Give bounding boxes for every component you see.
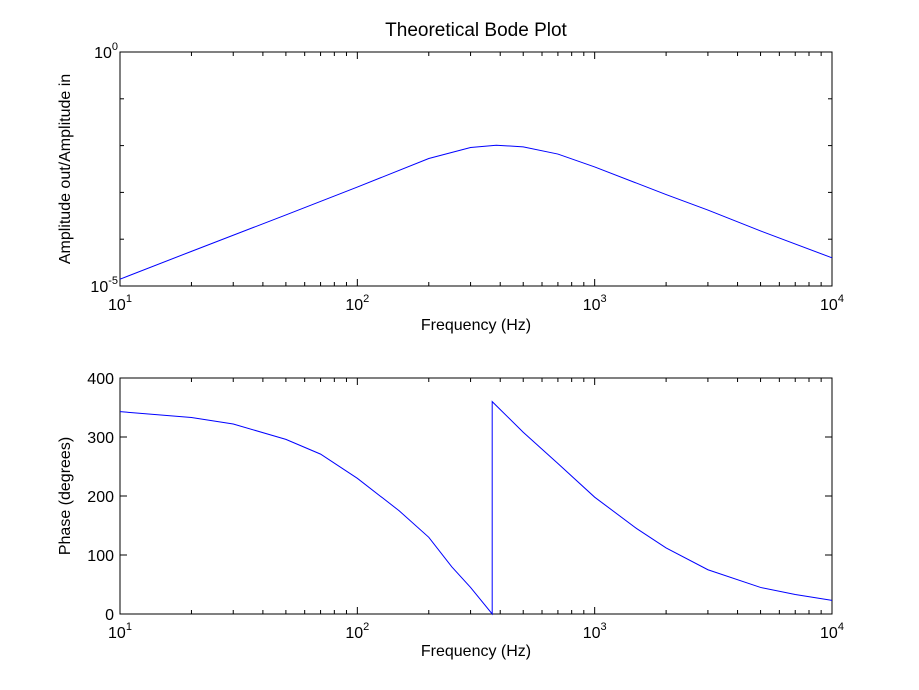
y-tick-exponent: -5 xyxy=(108,275,118,287)
x-tick-exponent: 1 xyxy=(126,293,132,305)
x-tick-exponent: 2 xyxy=(363,293,369,305)
y-tick-label: 100 xyxy=(94,41,118,62)
phase-y-axis-label: Phase (degrees) xyxy=(57,437,74,555)
x-tick-label: 103 xyxy=(583,621,607,642)
y-tick-label: 100 xyxy=(87,548,114,565)
x-tick-label: 102 xyxy=(345,621,369,642)
phase-series-line xyxy=(119,400,833,616)
y-tick-exponent: 0 xyxy=(112,41,118,53)
y-tick-label: 10-5 xyxy=(90,275,118,296)
x-tick-label: 103 xyxy=(583,293,607,314)
x-tick-label: 104 xyxy=(820,293,844,314)
x-tick-label: 101 xyxy=(108,621,132,642)
phase-x-axis-label: Frequency (Hz) xyxy=(421,643,531,660)
phase-plot-frame xyxy=(119,377,833,615)
y-tick-label: 400 xyxy=(87,371,114,388)
x-tick-label: 101 xyxy=(108,293,132,314)
y-tick-label: 300 xyxy=(87,430,114,447)
magnitude-plot-frame xyxy=(119,51,833,287)
x-tick-exponent: 4 xyxy=(838,621,844,633)
magnitude-y-axis-label: Amplitude out/Amplitude in xyxy=(57,74,74,264)
x-tick-label: 102 xyxy=(345,293,369,314)
y-tick-label: 0 xyxy=(105,607,114,624)
x-tick-exponent: 3 xyxy=(601,621,607,633)
x-tick-label: 104 xyxy=(820,621,844,642)
x-tick-exponent: 4 xyxy=(838,293,844,305)
chart-title: Theoretical Bode Plot xyxy=(385,20,567,41)
phase-axes: 101 102 103 104 0 100 200 300 400 Frequency (Hz)… xyxy=(57,371,844,660)
y-tick-label: 200 xyxy=(87,489,114,506)
magnitude-series-line xyxy=(119,144,833,280)
x-tick-exponent: 1 xyxy=(126,621,132,633)
x-tick-exponent: 3 xyxy=(601,293,607,305)
phase-ticks: 101 102 103 104 0 100 200 300 400 xyxy=(87,371,844,642)
x-tick-exponent: 2 xyxy=(363,621,369,633)
magnitude-x-axis-label: Frequency (Hz) xyxy=(421,317,531,334)
